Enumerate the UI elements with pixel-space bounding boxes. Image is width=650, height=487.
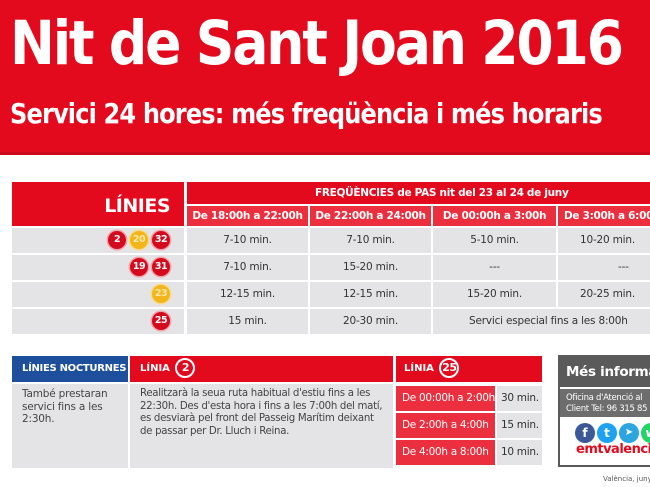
lines-cell: 19 31 [12,255,184,280]
frequency-value: 10 min. [497,440,542,465]
line-badge: 20 [130,231,148,249]
lines-cell: 23 [12,282,184,307]
freq-cell: 5-10 min. [433,228,556,253]
line-25-row: De 2:00h a 4:00h 15 min. [396,413,542,438]
table-row: 23 12-15 min. 12-15 min. 15-20 min. 20-2… [12,282,650,307]
line-2-text: Realitzarà la seua ruta habitual d'estiu… [130,384,393,468]
page-title: Nit de Sant Joan 2016 [10,8,624,79]
more-info-title: Més informació [560,357,650,387]
freq-cell: 7-10 min. [187,228,308,253]
night-lines-text: També prestaran servici fins a les 2:30h… [12,384,128,468]
column-header: De 22:00h a 24:00h [310,206,431,226]
freq-cell: 20-25 min. [558,282,650,307]
freq-cell: 7-10 min. [187,255,308,280]
line-badge: 25 [152,312,170,330]
line-2-header: LÍNIA 2 [130,356,393,382]
frequencies-header: FREQÜÈNCIES de PAS nit del 23 al 24 de j… [187,182,650,204]
line-badge: 31 [152,258,170,276]
frequency-value: 15 min. [497,413,542,438]
line-label: LÍNIA [404,363,434,374]
lines-cell: 25 [12,309,184,334]
night-lines-header: LÍNIES NOCTURNES [12,356,128,382]
freq-cell: 12-15 min. [187,282,308,307]
time-range: De 00:00h a 2:00h [396,386,495,411]
line-badge: 19 [130,258,148,276]
lines-cell: 2 20 32 [12,228,184,253]
freq-cell: --- [433,255,556,280]
facebook-icon[interactable]: f [575,422,595,443]
merged-cell: Servici especial fins a les 8:00h [433,309,650,334]
line-badge: 32 [152,231,170,249]
line-badge: 2 [108,231,126,249]
line-25-row: De 4:00h a 8:00h 10 min. [396,440,542,465]
line-25-row: De 00:00h a 2:00h 30 min. [396,386,542,411]
whatsapp-icon[interactable]: w [641,422,650,443]
column-header: De 18:00h a 22:00h [187,206,308,226]
freq-cell: 15-20 min. [433,282,556,307]
page-subtitle: Servici 24 hores: més freqüència i més h… [10,97,603,130]
table-row: 25 15 min. 20-30 min. Servici especial f… [12,309,650,334]
footer-text: València, juny [603,475,650,483]
office-label: Oficina d'Atenció al [566,393,643,403]
line-badge: 23 [152,285,170,303]
freq-cell: 15-20 min. [310,255,431,280]
freq-cell: 10-20 min. [558,228,650,253]
lines-header: LÍNIES [12,182,184,226]
freq-cell: 7-10 min. [310,228,431,253]
time-range: De 4:00h a 8:00h [396,440,495,465]
freq-cell: --- [558,255,650,280]
frequency-value: 30 min. [497,386,542,411]
freq-cell: 20-30 min. [310,309,431,334]
brand-logo: emtvalencia [576,442,650,457]
header-banner: Nit de Sant Joan 2016 Servici 24 hores: … [0,0,650,155]
freq-cell: 15 min. [187,309,308,334]
social-icons: ft➤w [560,417,650,443]
line-number-badge: 2 [175,358,196,378]
twitter-icon[interactable]: t [597,422,617,443]
line-25-header: LÍNIA 25 [396,356,542,382]
table-row: 19 31 7-10 min. 15-20 min. --- --- [12,255,650,280]
phone-number: Client Tel: 96 315 85 15 [566,404,650,414]
time-range: De 2:00h a 4:00h [396,413,495,438]
telegram-icon[interactable]: ➤ [619,422,639,443]
table-row: 2 20 32 7-10 min. 7-10 min. 5-10 min. 10-2… [12,228,650,253]
more-info-box: Més informació Oficina d'Atenció al Clie… [558,355,650,467]
column-header: De 00:00h a 3:00h [433,206,556,226]
line-number-badge: 25 [439,358,460,378]
freq-cell: 12-15 min. [310,282,431,307]
column-header: De 3:00h a 6:00h [558,206,650,226]
line-label: LÍNIA [140,363,170,374]
contact-info: Oficina d'Atenció al Client Tel: 96 315 … [560,387,650,417]
